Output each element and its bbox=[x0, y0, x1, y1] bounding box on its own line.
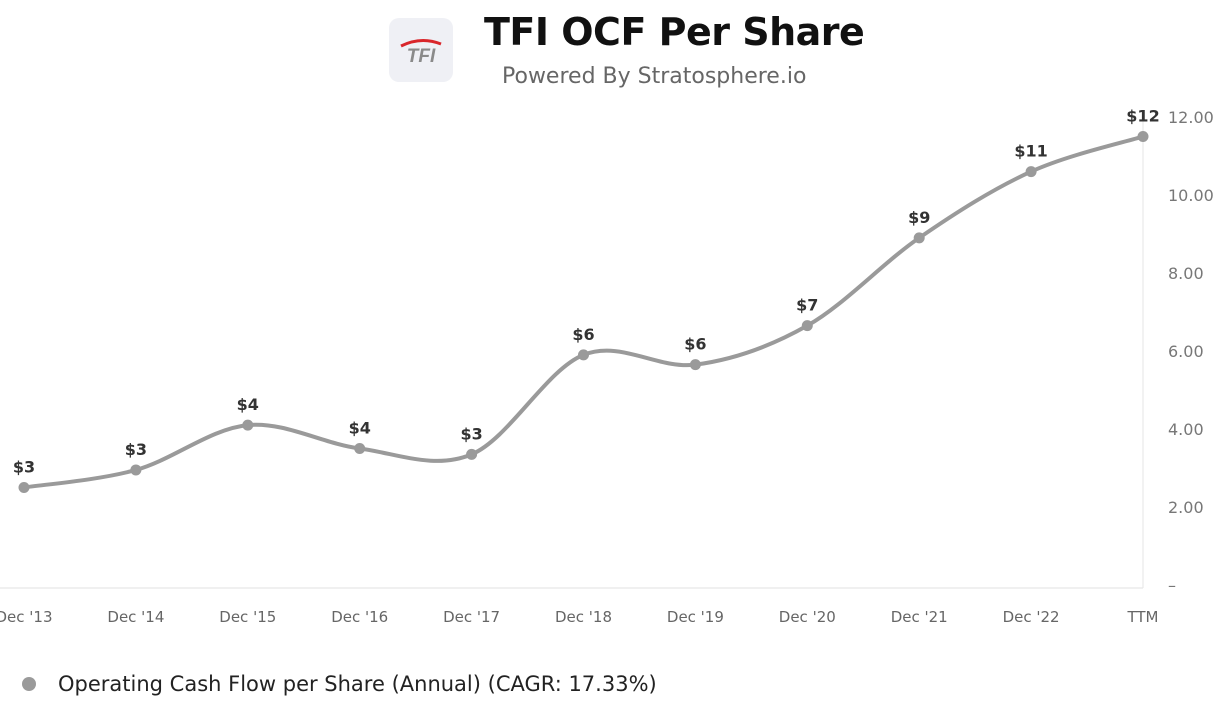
x-tick-label: Dec '19 bbox=[667, 608, 724, 626]
data-point bbox=[801, 320, 813, 332]
x-tick-label: Dec '22 bbox=[1003, 608, 1060, 626]
y-tick-label: 2.00 bbox=[1168, 498, 1204, 517]
x-tick-label: Dec '20 bbox=[779, 608, 836, 626]
x-tick-label: Dec '18 bbox=[555, 608, 612, 626]
data-label: $12 bbox=[1126, 107, 1159, 126]
chart-subtitle: Powered By Stratosphere.io bbox=[502, 64, 807, 89]
legend-marker bbox=[22, 677, 36, 691]
data-label: $3 bbox=[125, 440, 147, 459]
x-tick-label: Dec '21 bbox=[891, 608, 948, 626]
x-tick-label: Dec '15 bbox=[219, 608, 276, 626]
data-point bbox=[466, 448, 478, 460]
chart-title: TFI OCF Per Share bbox=[484, 10, 865, 54]
company-logo: TFI bbox=[389, 18, 453, 82]
y-tick-label: 8.00 bbox=[1168, 264, 1204, 283]
x-tick-label: Dec '16 bbox=[331, 608, 388, 626]
svg-text:TFI: TFI bbox=[407, 46, 436, 67]
data-label: $6 bbox=[684, 335, 706, 354]
x-tick-label: Dec '14 bbox=[107, 608, 164, 626]
legend-label: Operating Cash Flow per Share (Annual) (… bbox=[58, 672, 657, 696]
data-point bbox=[913, 232, 925, 244]
data-point bbox=[18, 482, 30, 493]
y-tick-label: 6.00 bbox=[1168, 342, 1204, 361]
legend[interactable]: Operating Cash Flow per Share (Annual) (… bbox=[22, 672, 657, 696]
x-tick-label: TTM bbox=[1126, 608, 1158, 626]
data-label: $4 bbox=[237, 395, 259, 414]
data-label: $4 bbox=[349, 419, 371, 438]
data-point bbox=[689, 359, 701, 371]
data-label: $6 bbox=[572, 325, 594, 344]
x-tick-label: Dec '17 bbox=[443, 608, 500, 626]
x-tick-label: Dec '13 bbox=[0, 608, 53, 626]
data-label: $3 bbox=[460, 424, 482, 443]
data-point bbox=[130, 464, 142, 476]
data-label: $7 bbox=[796, 296, 818, 315]
data-label: $11 bbox=[1014, 142, 1047, 161]
data-point bbox=[578, 349, 589, 361]
data-point bbox=[1025, 166, 1037, 178]
data-label: $3 bbox=[13, 458, 35, 477]
data-label: $9 bbox=[908, 208, 930, 227]
data-point bbox=[242, 419, 254, 431]
data-point bbox=[354, 443, 366, 454]
series-line bbox=[22, 134, 1145, 490]
y-tick-label: – bbox=[1168, 576, 1176, 595]
line-chart: – 2.00 4.00 6.00 8.00 10.00 12.00 Dec '13 Dec '1… bbox=[0, 107, 1214, 626]
y-tick-label: 4.00 bbox=[1168, 420, 1204, 439]
y-tick-label: 10.00 bbox=[1168, 186, 1214, 205]
y-tick-label: 12.00 bbox=[1168, 108, 1214, 127]
data-point bbox=[1137, 131, 1149, 142]
